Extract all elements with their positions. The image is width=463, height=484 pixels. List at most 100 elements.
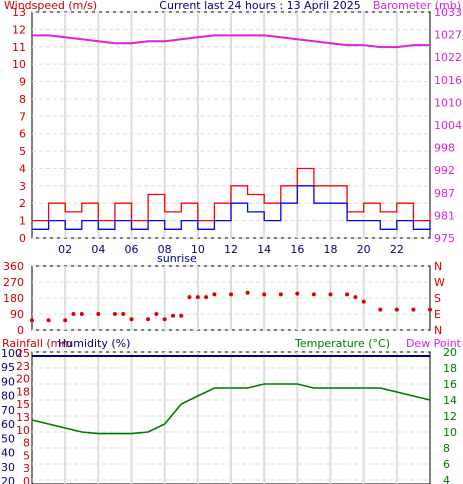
x-tick-label: 10 [191, 243, 205, 256]
direction-point [96, 312, 101, 316]
temperature-line [31, 383, 431, 435]
temperature-tick-label: 10 [443, 426, 457, 439]
compass-label: S [434, 292, 441, 305]
direction-point [162, 317, 167, 322]
y-tick-label-right: 998 [434, 142, 455, 155]
x-tick-label: 12 [224, 243, 238, 256]
y-tick-label-right: 975 [434, 232, 455, 245]
compass-label: N [434, 324, 442, 337]
y-tick-label-left: 7 [19, 110, 26, 123]
humidity-tick-label: 100 [1, 347, 22, 360]
humidity-header: Humidity (%) [58, 337, 130, 350]
direction-point [63, 318, 68, 323]
temperature-tick-label: 14 [443, 394, 457, 407]
x-tick-label: 16 [290, 243, 304, 256]
chart-title: Current last 24 hours : 13 April 2025 [159, 0, 360, 12]
series-line [32, 185, 431, 230]
y-tick-label-right: 1010 [434, 96, 462, 109]
direction-point [129, 317, 134, 322]
temperature-tick-label: 16 [443, 378, 457, 391]
humidity-tick-label: 60 [1, 418, 15, 431]
humidity-tick-label: 80 [1, 390, 15, 403]
direction-point [171, 313, 175, 318]
direction-point [154, 312, 159, 316]
humidity-tick-label: 40 [1, 447, 15, 460]
y-tick-label-right: 981 [434, 209, 455, 222]
direction-point [353, 295, 358, 300]
direction-point [428, 307, 432, 312]
rainfall-tick-label: 23 [16, 360, 30, 373]
y-tick-label-left: 8 [19, 93, 26, 106]
rainfall-tick-label: 18 [16, 385, 30, 398]
direction-point [179, 313, 184, 318]
dewpoint-header: Dew Point [406, 337, 462, 350]
direction-point [30, 318, 34, 323]
direction-point [146, 317, 151, 322]
direction-point [204, 295, 209, 300]
y-tick-label-right: 1004 [434, 119, 462, 132]
direction-point [79, 312, 84, 316]
direction-point [245, 290, 250, 295]
humidity-tick-label: 70 [1, 404, 15, 417]
x-tick-label: 06 [125, 243, 139, 256]
direction-tick-label: 180 [3, 292, 24, 305]
y-tick-label-left: 9 [19, 76, 26, 89]
y-tick-label-right: 987 [434, 187, 455, 200]
y-tick-label-left: 2 [19, 197, 26, 210]
y-tick-label-right: 1033 [434, 6, 462, 19]
direction-point [345, 292, 350, 297]
direction-point [378, 307, 383, 312]
humidity-tick-label: 30 [1, 461, 15, 474]
temperature-tick-label: 12 [443, 410, 457, 423]
barometer-header: Barometer (mb) [373, 0, 461, 12]
temperature-tick-label: 18 [443, 362, 457, 375]
wind-barometer-panel: 02 04 06 08 10 12 14 16 18 20 22012345678910111213… [12, 6, 462, 256]
direction-point [278, 292, 283, 297]
rainfall-tick-label: 3 [23, 462, 30, 475]
sunrise-label: sunrise [157, 252, 197, 265]
rainfall-tick-label: 25 [16, 347, 30, 360]
direction-point [121, 312, 126, 316]
direction-point [361, 299, 366, 304]
x-tick-label: 08 [158, 243, 172, 256]
series-line [32, 167, 431, 222]
humidity-tick-label: 20 [1, 475, 15, 484]
rainfall-header: Rainfall (mm [2, 337, 72, 350]
y-tick-label-right: 1022 [434, 51, 462, 64]
y-tick-label-left: 10 [12, 58, 26, 71]
rainfall-tick-label: 0 [23, 475, 30, 484]
x-tick-label: 22 [390, 243, 404, 256]
x-tick-label: 20 [357, 243, 371, 256]
direction-tick-label: 270 [3, 276, 24, 289]
y-tick-label-left: 11 [12, 41, 26, 54]
direction-point [394, 307, 399, 312]
windspeed-header: Windspeed (m/s) [4, 0, 97, 12]
direction-point [71, 312, 76, 316]
temperature-tick-label: 20 [443, 346, 457, 359]
x-tick-label: 04 [91, 243, 105, 256]
direction-point [411, 307, 416, 312]
direction-point [195, 295, 200, 300]
compass-label: E [434, 308, 441, 321]
compass-label: N [434, 260, 442, 273]
y-tick-label-left: 13 [12, 6, 26, 19]
rainfall-tick-label: 5 [23, 449, 30, 462]
direction-tick-label: 0 [17, 324, 24, 337]
direction-point [229, 292, 233, 297]
humidity-tick-label: 90 [1, 375, 15, 388]
y-tick-label-right: 1016 [434, 74, 462, 87]
y-tick-label-right: 992 [434, 164, 455, 177]
direction-tick-label: 360 [3, 260, 24, 273]
series-line [32, 34, 430, 49]
direction-point [311, 292, 316, 297]
humidity-temperature-panel: 2018161412108641009590807060504030202523… [1, 346, 457, 484]
temperature-tick-label: 8 [443, 442, 450, 455]
humidity-tick-label: 50 [1, 432, 15, 445]
direction-point [262, 292, 267, 297]
rainfall-tick-label: 20 [16, 373, 30, 386]
x-tick-label: 14 [257, 243, 271, 256]
temperature-tick-label: 4 [443, 474, 450, 484]
direction-point [295, 291, 300, 296]
rainfall-tick-label: 8 [23, 437, 30, 450]
